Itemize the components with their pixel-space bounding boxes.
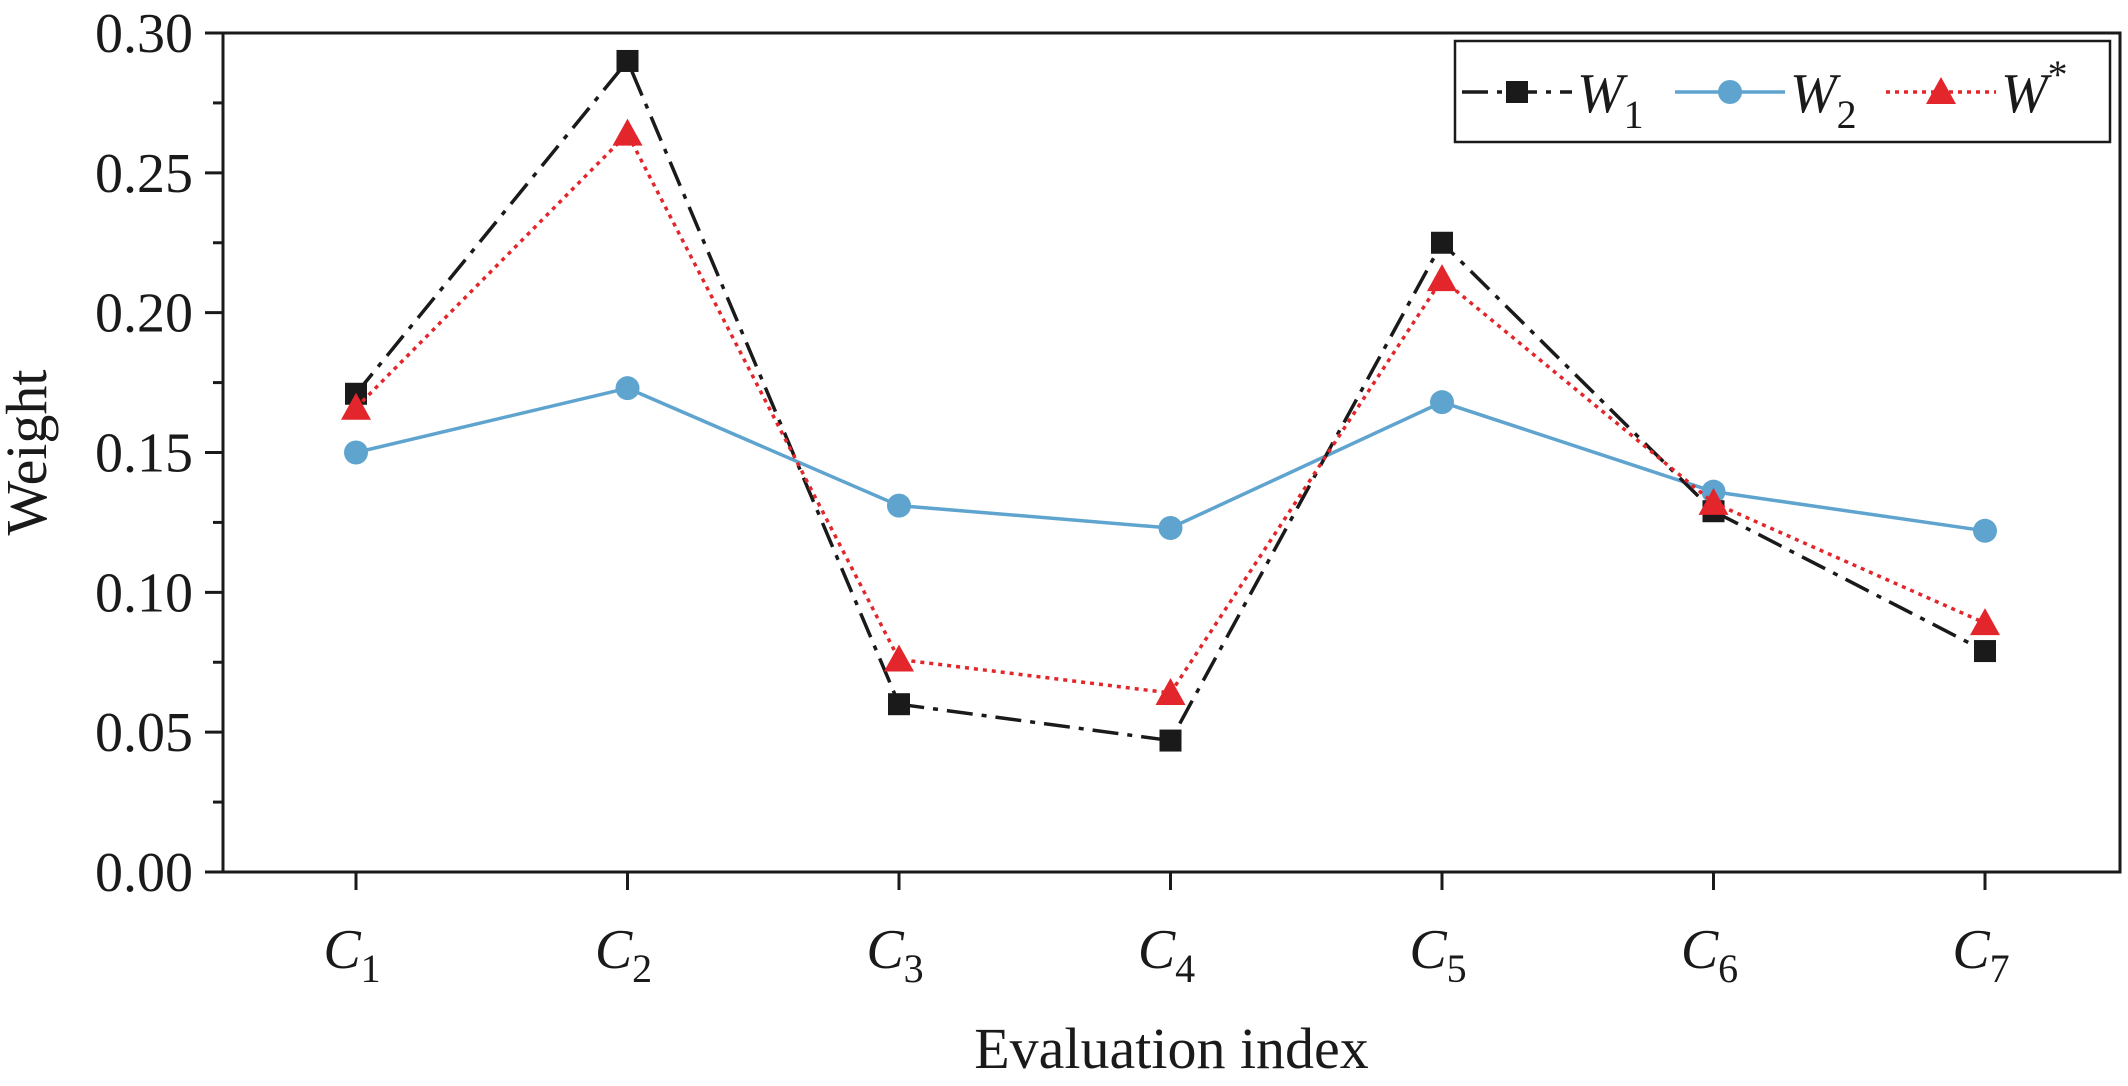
legend-sub: 1 — [1624, 92, 1644, 137]
y-tick-label: 0.10 — [95, 562, 193, 624]
x-tick-sub: 6 — [1718, 946, 1738, 991]
legend-base: W — [1790, 63, 1841, 125]
legend-sup: * — [2048, 52, 2068, 97]
x-tick-base: C — [1138, 919, 1176, 981]
x-tick-label: C3 — [866, 919, 923, 991]
x-tick-sub: 5 — [1447, 946, 1467, 991]
data-point — [615, 376, 640, 401]
series-triangle — [341, 118, 2000, 706]
legend-marker — [1718, 80, 1742, 104]
legend: W1 W2 W* — [1453, 39, 2112, 144]
series-line — [354, 130, 1986, 695]
x-tick-label: C1 — [323, 919, 380, 991]
x-tick-base: C — [595, 919, 633, 981]
y-tick-label: 0.15 — [95, 423, 193, 485]
data-point — [1970, 608, 2000, 636]
legend-base: W — [2001, 63, 2052, 125]
data-point — [887, 493, 911, 518]
y-tick-label: 0.05 — [95, 702, 193, 764]
y-tick-label: 0.25 — [95, 143, 193, 205]
data-point — [1973, 518, 1997, 543]
series-layer — [341, 49, 2000, 752]
series-square — [345, 49, 1996, 752]
x-tick-sub: 7 — [1990, 946, 2010, 991]
data-point — [1427, 264, 1457, 292]
x-tick-label: C7 — [1952, 919, 2009, 991]
data-point — [1159, 729, 1182, 752]
data-point — [612, 118, 643, 146]
data-point — [344, 440, 368, 465]
x-tick-sub: 2 — [632, 946, 652, 991]
y-tick-label: 0.20 — [95, 283, 193, 345]
data-point — [1430, 390, 1454, 415]
x-tick-sub: 3 — [904, 946, 924, 991]
data-point — [888, 693, 910, 716]
x-tick-label: C5 — [1409, 919, 1466, 991]
y-axis-title: Weight — [0, 369, 59, 535]
data-point — [884, 644, 914, 672]
series-line — [355, 386, 1986, 533]
x-tick-label: C2 — [595, 919, 652, 991]
x-tick-base: C — [1952, 919, 1990, 981]
legend-sub: 2 — [1837, 92, 1857, 137]
data-point — [1431, 231, 1453, 254]
x-axis: C1 C2 C3 C4 C5 C6 C7 — [323, 872, 2010, 991]
legend-label: W1 — [1577, 63, 1644, 137]
data-point — [1698, 487, 1729, 515]
x-tick-base: C — [866, 919, 904, 981]
y-axis: 0.00 0.05 0.10 0.15 0.20 0.25 0.30 — [95, 3, 223, 904]
x-tick-base: C — [1681, 919, 1719, 981]
legend-label: W* — [2001, 52, 2068, 125]
y-tick-label: 0.00 — [95, 842, 193, 904]
x-axis-title: Evaluation index — [974, 1016, 1369, 1081]
x-tick-base: C — [1409, 919, 1447, 981]
x-tick-label: C4 — [1138, 919, 1195, 991]
legend-marker — [1506, 81, 1528, 103]
x-tick-base: C — [323, 919, 361, 981]
x-tick-sub: 4 — [1175, 946, 1195, 991]
x-tick-sub: 1 — [361, 946, 381, 991]
legend-base: W — [1577, 63, 1628, 125]
data-point — [1155, 678, 1186, 706]
y-tick-label: 0.30 — [95, 3, 193, 65]
data-point — [341, 392, 371, 420]
data-point — [616, 49, 639, 72]
legend-label: W2 — [1790, 63, 1857, 137]
x-tick-label: C6 — [1681, 919, 1738, 991]
data-point — [1974, 640, 1996, 663]
data-point — [1158, 516, 1183, 541]
legend-marker — [1926, 77, 1956, 104]
